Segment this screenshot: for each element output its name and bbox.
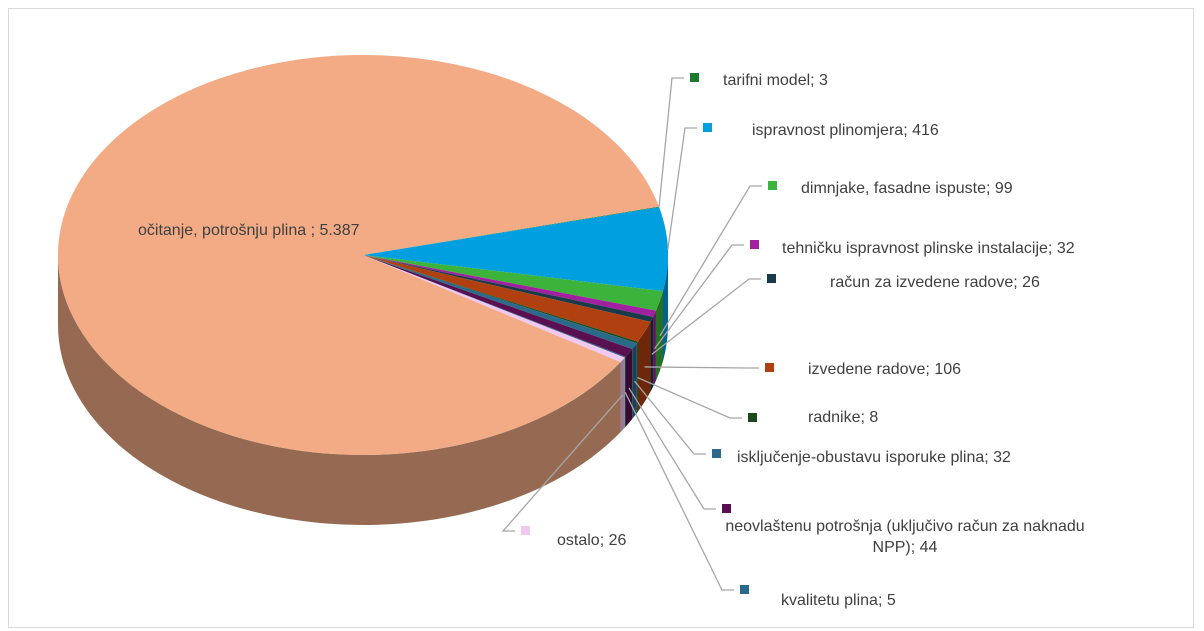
label-separator: ; xyxy=(877,592,887,609)
label-value: 26 xyxy=(1022,274,1040,291)
label-category: očitanje, potrošnju plina xyxy=(138,222,311,239)
data-label: tehničku ispravnost plinske instalacije;… xyxy=(782,238,1075,259)
slice-side xyxy=(632,343,637,419)
data-label: ispravnost plinomjera; 416 xyxy=(752,120,939,141)
leader-line xyxy=(644,366,759,369)
data-label: račun za izvedene radove; 26 xyxy=(830,272,1040,293)
leader-line xyxy=(634,380,706,455)
slice xyxy=(363,206,660,255)
label-separator: ; xyxy=(910,539,920,556)
label-category: ispravnost plinomjera xyxy=(752,122,904,139)
legend-marker xyxy=(521,526,530,535)
label-value: 32 xyxy=(993,449,1011,466)
label-value: 26 xyxy=(608,532,627,549)
slice-side xyxy=(625,348,633,427)
label-separator: ; xyxy=(1047,240,1057,257)
leader-line xyxy=(658,77,684,207)
slice-side xyxy=(624,356,626,428)
data-label: dimnjake, fasadne ispuste; 99 xyxy=(801,178,1013,199)
label-separator: ; xyxy=(860,409,870,426)
legend-marker xyxy=(712,449,721,458)
data-label: očitanje, potrošnju plina ; 5.387 xyxy=(138,220,360,241)
label-value: 106 xyxy=(934,361,962,378)
slice-side xyxy=(650,316,654,392)
leader-line xyxy=(667,127,697,250)
label-value: 99 xyxy=(994,180,1013,197)
slice-side xyxy=(662,255,668,362)
slice-side xyxy=(655,291,663,381)
label-separator: ; xyxy=(925,361,935,378)
leader-line xyxy=(651,278,761,355)
label-value: 416 xyxy=(912,122,939,139)
data-label: izvedene radove; 106 xyxy=(808,359,961,380)
slice xyxy=(363,207,668,292)
leader-line xyxy=(637,376,742,419)
slice xyxy=(363,255,633,357)
legend-marker xyxy=(722,504,731,513)
label-separator: ; xyxy=(310,222,320,239)
legend-marker xyxy=(768,181,777,190)
slice xyxy=(363,255,663,311)
leader-line xyxy=(624,391,734,591)
label-category: račun za izvedene radove xyxy=(830,274,1014,291)
legend-marker xyxy=(690,73,699,82)
label-category: tarifni model xyxy=(723,72,811,89)
chart-frame xyxy=(8,8,1194,628)
label-value: 5.387 xyxy=(319,222,360,239)
legend-marker xyxy=(703,123,712,132)
data-label: neovlaštenu potrošnja (uključivo račun z… xyxy=(725,516,1085,558)
label-value: 3 xyxy=(819,72,828,89)
slice xyxy=(363,255,656,317)
slice-side xyxy=(653,310,656,387)
label-category: ostalo xyxy=(557,532,600,549)
label-category: izvedene radove xyxy=(808,361,926,378)
leader-line xyxy=(501,394,624,532)
data-label: tarifni model; 3 xyxy=(723,70,828,91)
legend-marker xyxy=(750,240,759,249)
label-separator: ; xyxy=(1013,274,1023,291)
label-value: 44 xyxy=(919,539,938,556)
label-category: neovlaštenu potrošnja (uključivo račun z… xyxy=(725,518,1085,556)
label-separator: ; xyxy=(984,449,994,466)
slice xyxy=(363,255,626,358)
label-value: 32 xyxy=(1056,240,1075,257)
slice xyxy=(363,255,637,349)
legend-marker xyxy=(767,274,776,283)
slice xyxy=(363,255,625,363)
legend-marker xyxy=(748,413,757,422)
data-label: kvalitetu plina; 5 xyxy=(781,590,896,611)
label-category: dimnjake, fasadne ispuste xyxy=(801,180,986,197)
label-category: kvalitetu plina xyxy=(781,592,878,609)
leader-line xyxy=(654,244,744,350)
label-separator: ; xyxy=(599,532,609,549)
label-category: isključenje-obustavu isporuke plina xyxy=(737,449,985,466)
label-category: radnike xyxy=(808,409,861,426)
leader-line xyxy=(628,387,716,510)
slice-side xyxy=(58,255,621,525)
label-value: 5 xyxy=(886,592,896,609)
slice-side xyxy=(636,341,638,414)
slice xyxy=(363,255,638,344)
label-value: 8 xyxy=(869,409,879,426)
leader-line xyxy=(659,185,762,337)
label-category: tehničku ispravnost plinske instalacije xyxy=(782,240,1048,257)
label-separator: ; xyxy=(810,72,820,89)
data-label: radnike; 8 xyxy=(808,407,878,428)
slice xyxy=(363,255,654,322)
legend-marker xyxy=(765,363,774,372)
data-label: isključenje-obustavu isporuke plina; 32 xyxy=(737,447,1011,468)
slice xyxy=(363,255,651,342)
label-separator: ; xyxy=(986,180,995,197)
legend-marker xyxy=(740,585,749,594)
label-separator: ; xyxy=(903,122,913,139)
slice xyxy=(57,55,659,456)
data-label: ostalo; 26 xyxy=(557,530,626,551)
